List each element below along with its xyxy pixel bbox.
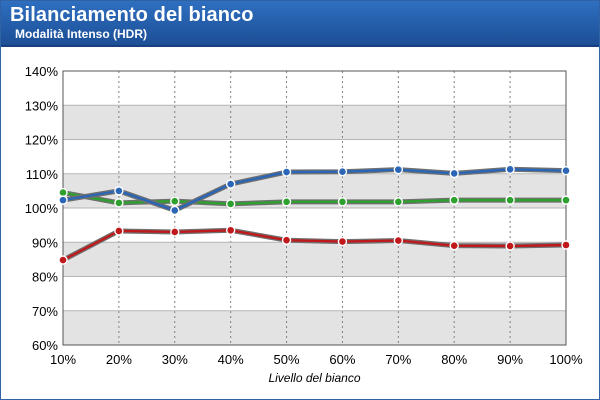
y-tick-label: 90%	[32, 235, 58, 250]
data-point	[505, 241, 515, 251]
series-line-3	[58, 164, 571, 216]
y-tick-label: 120%	[25, 133, 59, 148]
plot-band	[63, 71, 566, 106]
data-point	[337, 166, 348, 177]
data-point	[561, 195, 571, 205]
data-point	[114, 186, 124, 196]
plot-band	[63, 139, 566, 174]
data-point	[281, 197, 292, 207]
series-line	[61, 168, 568, 212]
plot-band	[63, 310, 566, 345]
x-tick-label: 80%	[441, 352, 467, 367]
plot-band	[63, 276, 566, 311]
data-point	[393, 164, 404, 175]
data-point	[561, 165, 571, 176]
data-point	[505, 195, 515, 205]
x-tick-label: 90%	[497, 352, 523, 367]
data-series	[58, 164, 571, 265]
data-point	[561, 240, 571, 250]
chart-title: Bilanciamento del bianco	[10, 4, 254, 26]
y-tick-label: 140%	[25, 64, 59, 79]
x-tick-label: 30%	[162, 352, 188, 367]
data-point	[281, 167, 292, 177]
data-point	[449, 240, 459, 251]
data-point	[337, 236, 348, 247]
y-tick-label: 130%	[25, 98, 59, 113]
y-tick-label: 70%	[32, 304, 58, 319]
data-point	[170, 196, 180, 206]
data-point	[393, 197, 404, 207]
plot-bands	[63, 71, 566, 345]
x-tick-label: 40%	[218, 352, 244, 367]
data-point	[281, 235, 292, 245]
plot-band	[63, 105, 566, 140]
data-point	[449, 168, 459, 179]
y-tick-label: 100%	[25, 201, 59, 216]
data-point	[225, 199, 236, 209]
data-point	[225, 179, 236, 189]
series-line-1	[58, 225, 571, 265]
x-tick-label: 50%	[274, 352, 300, 367]
data-point	[170, 227, 180, 237]
chart-header: Bilanciamento del bianco Modalità Intens…	[1, 1, 599, 47]
x-tick-label: 10%	[50, 352, 76, 367]
x-tick-label: 100%	[549, 352, 583, 367]
x-tick-label: 20%	[106, 352, 132, 367]
y-axis-ticks: 60% 70% 80% 90% 100% 110% 120% 130% 140%	[25, 64, 59, 353]
y-tick-label: 110%	[26, 167, 59, 182]
series-line	[61, 229, 568, 262]
chart-subtitle: Modalità Intenso (HDR)	[15, 27, 147, 41]
data-point	[58, 255, 68, 265]
data-point	[449, 195, 459, 205]
data-point	[114, 198, 124, 208]
data-point	[114, 226, 124, 236]
x-axis-ticks: 10% 20% 30% 40% 50% 60% 70% 80% 90% 100%	[50, 352, 583, 367]
x-tick-label: 60%	[329, 352, 355, 367]
data-point	[58, 195, 68, 205]
x-tick-label: 70%	[385, 352, 411, 367]
data-point	[58, 187, 68, 198]
data-point	[505, 164, 515, 174]
data-point	[393, 235, 404, 246]
data-point	[337, 197, 348, 207]
data-point	[225, 225, 236, 235]
data-point	[170, 205, 180, 216]
y-tick-label: 80%	[32, 270, 58, 285]
y-tick-label: 60%	[32, 338, 58, 353]
x-axis-label: Livello del bianco	[268, 371, 360, 385]
plot-band	[63, 208, 566, 243]
plot-area-border	[62, 70, 567, 346]
